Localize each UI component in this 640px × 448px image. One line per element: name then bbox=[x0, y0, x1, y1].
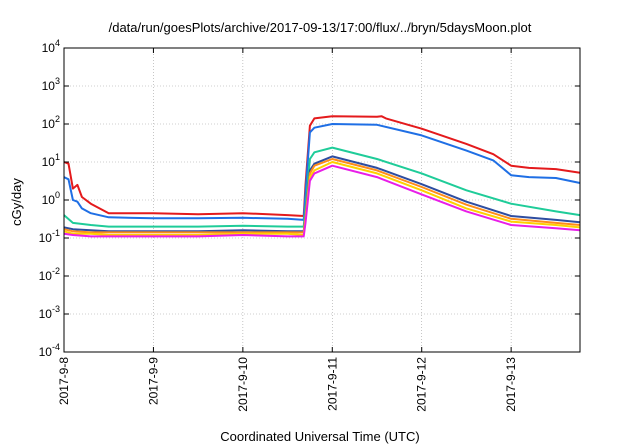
x-tick-label: 2017-9-10 bbox=[236, 357, 250, 412]
y-tick-label: 10-3 bbox=[39, 304, 60, 321]
x-tick-label: 2017-9-13 bbox=[504, 357, 518, 412]
y-axis: 10-4 10-3 10-2 10-1 100 101 102 103 104 bbox=[39, 38, 580, 359]
y-tick-label: 10-2 bbox=[39, 266, 60, 283]
y-tick-label: 102 bbox=[42, 114, 60, 131]
x-tick-label: 2017-9-12 bbox=[415, 357, 429, 412]
y-tick-label: 10-1 bbox=[39, 228, 60, 245]
y-tick-label: 104 bbox=[42, 38, 60, 55]
chart-title: /data/run/goesPlots/archive/2017-09-13/1… bbox=[108, 20, 532, 35]
series-line-2 bbox=[63, 123, 581, 221]
grid-lines bbox=[63, 48, 580, 352]
series-line-6 bbox=[63, 161, 581, 236]
series-line-7 bbox=[63, 164, 581, 238]
x-tick-label: 2017-9-9 bbox=[146, 357, 160, 405]
x-axis-label: Coordinated Universal Time (UTC) bbox=[220, 429, 420, 444]
y-tick-label: 103 bbox=[42, 76, 60, 93]
y-tick-label: 10-4 bbox=[39, 342, 60, 359]
x-axis: 2017-9-8 2017-9-9 2017-9-10 2017-9-11 2017-9… bbox=[57, 48, 518, 412]
y-axis-label: cGy/day bbox=[9, 178, 24, 226]
series-group bbox=[63, 115, 581, 238]
y-tick-label: 101 bbox=[42, 152, 60, 169]
x-tick-label: 2017-9-8 bbox=[57, 357, 71, 405]
x-tick-label: 2017-9-11 bbox=[325, 357, 339, 411]
y-tick-label: 100 bbox=[42, 190, 60, 207]
